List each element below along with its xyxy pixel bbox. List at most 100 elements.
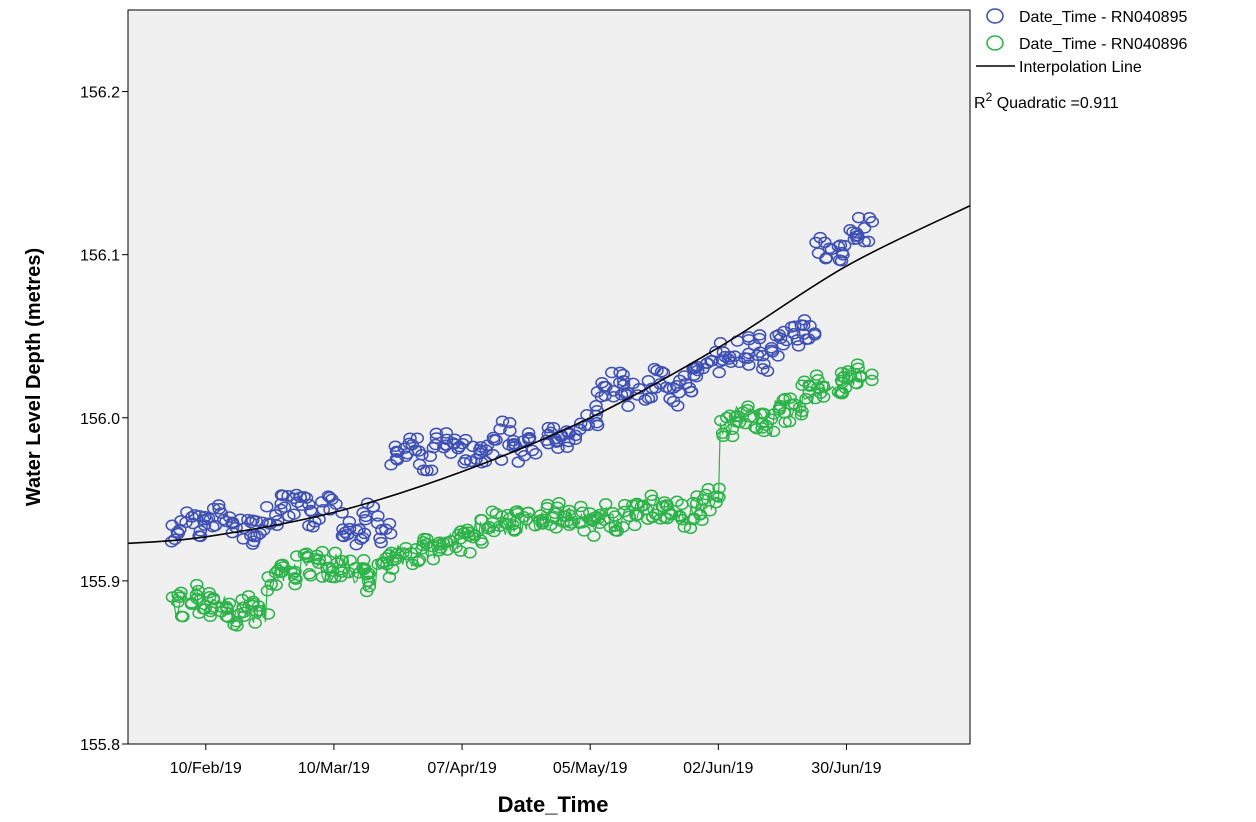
data-point — [850, 358, 865, 370]
data-point — [760, 365, 775, 377]
data-point — [170, 526, 185, 538]
data-point — [757, 425, 771, 438]
data-point — [788, 320, 802, 332]
data-point — [835, 246, 849, 259]
data-point — [811, 247, 826, 259]
data-point — [564, 517, 579, 529]
data-point — [669, 379, 684, 392]
data-point — [795, 379, 809, 391]
data-point — [773, 332, 788, 345]
data-point — [741, 400, 755, 412]
data-point — [503, 424, 517, 437]
data-point — [716, 430, 730, 443]
data-point — [587, 530, 601, 542]
data-point — [757, 358, 771, 370]
interpolation-line — [128, 205, 970, 545]
data-point — [589, 400, 603, 412]
data-point — [507, 438, 522, 450]
data-point — [683, 522, 698, 535]
data-point — [328, 546, 343, 559]
data-point — [701, 483, 716, 495]
x-tick-label: 02/Jun/19 — [683, 760, 753, 777]
data-point — [269, 579, 283, 591]
data-point — [568, 429, 583, 442]
data-point — [454, 525, 468, 537]
legend-circle-icon — [986, 8, 1004, 24]
data-point — [312, 513, 326, 526]
data-point — [727, 350, 742, 362]
data-point — [673, 510, 687, 523]
data-point — [536, 515, 550, 528]
data-point — [560, 441, 574, 454]
data-point — [695, 514, 709, 527]
data-point — [634, 500, 649, 512]
data-point — [439, 427, 454, 439]
data-point — [260, 500, 274, 513]
data-point — [645, 511, 660, 524]
data-point — [452, 440, 467, 453]
data-point — [429, 432, 444, 444]
data-point — [837, 239, 852, 252]
data-point — [293, 491, 308, 504]
data-point — [196, 514, 211, 526]
x-tick-label: 10/Feb/19 — [170, 760, 242, 777]
data-point — [799, 393, 813, 405]
data-point — [506, 518, 520, 531]
data-point — [274, 503, 288, 516]
series-0 — [164, 211, 880, 551]
data-point — [374, 536, 388, 549]
data-point — [502, 439, 516, 451]
data-point — [273, 566, 288, 579]
data-point — [371, 510, 385, 522]
data-point — [485, 505, 500, 518]
data-point — [388, 440, 403, 453]
data-point — [593, 508, 607, 521]
data-point — [321, 490, 336, 502]
data-point — [552, 496, 566, 509]
data-point — [429, 427, 444, 440]
data-point — [206, 593, 221, 606]
data-point — [246, 514, 260, 526]
data-point — [843, 224, 857, 236]
data-point — [302, 519, 316, 532]
data-point — [589, 510, 604, 523]
data-point — [288, 572, 302, 584]
data-point — [834, 255, 849, 267]
data-point — [190, 592, 204, 605]
data-point — [225, 516, 240, 528]
data-point — [498, 517, 512, 529]
data-point — [791, 340, 806, 352]
data-point — [493, 423, 507, 435]
plot-area — [127, 9, 971, 745]
data-point — [494, 454, 509, 466]
data-point — [813, 231, 827, 244]
data-point — [382, 571, 397, 583]
data-point — [330, 557, 344, 569]
data-point — [211, 499, 226, 511]
data-point — [249, 605, 264, 618]
data-point — [403, 432, 417, 444]
data-point — [487, 525, 501, 538]
data-point — [755, 350, 770, 362]
data-point — [703, 505, 717, 517]
data-point — [672, 386, 686, 399]
data-point — [778, 416, 792, 429]
data-point — [236, 601, 250, 614]
data-point — [663, 392, 677, 405]
data-point — [561, 435, 576, 448]
data-point — [838, 382, 853, 394]
data-point — [455, 437, 470, 450]
data-point — [288, 578, 302, 591]
y-tick-label: 156.2 — [80, 85, 120, 102]
data-point — [276, 561, 290, 573]
data-point — [846, 226, 860, 238]
data-point — [358, 513, 373, 526]
data-point — [260, 585, 275, 597]
data-point — [197, 519, 212, 531]
data-point — [551, 442, 565, 454]
data-point — [638, 394, 652, 406]
legend-label: Interpolation Line — [1019, 59, 1142, 76]
data-point — [562, 504, 576, 517]
data-point — [222, 511, 237, 523]
data-point — [329, 498, 343, 510]
